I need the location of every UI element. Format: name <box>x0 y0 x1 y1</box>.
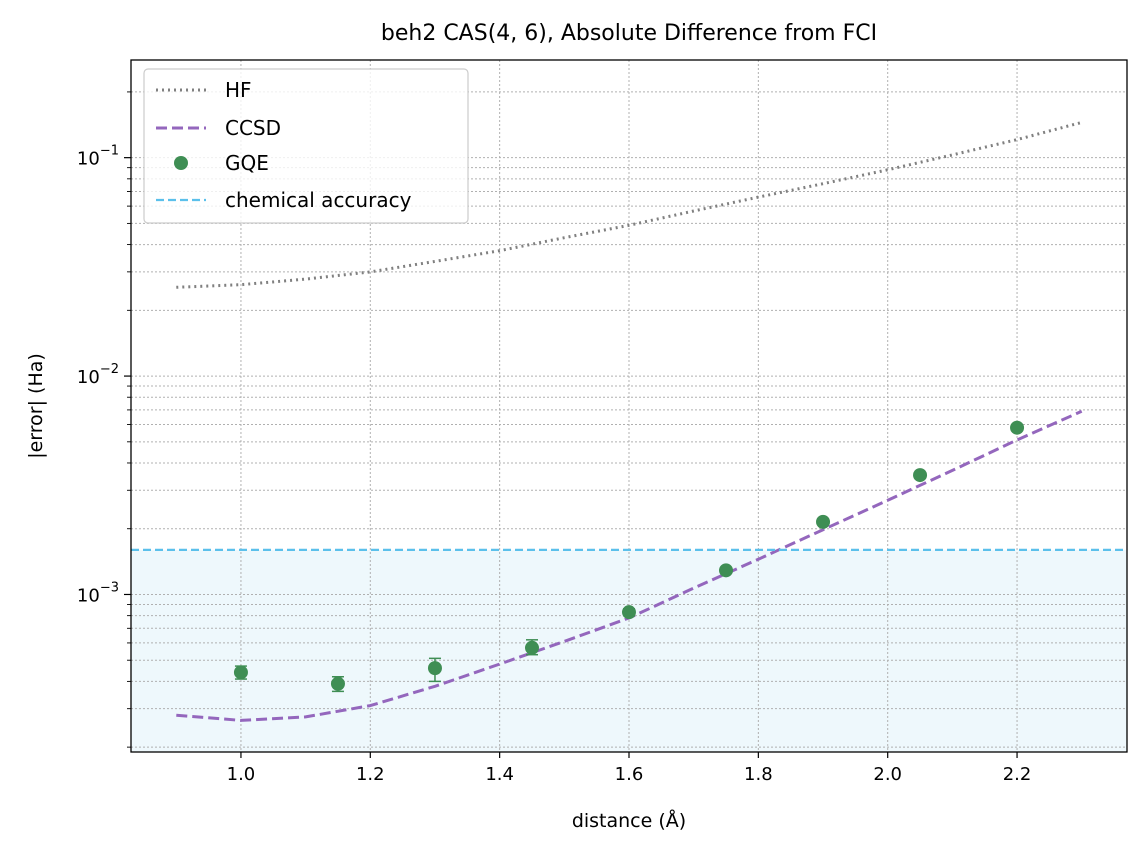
gqe-point <box>622 605 636 620</box>
y-axis: 10−3 10−2 10−1 <box>77 91 131 748</box>
legend: HF CCSD GQE chemical accuracy <box>143 68 469 224</box>
gqe-point <box>816 514 831 529</box>
legend-gqe-marker <box>174 156 188 170</box>
x-tick-label: 1.4 <box>485 764 514 785</box>
x-tick-label: 1.8 <box>744 764 773 785</box>
legend-box <box>143 68 469 224</box>
x-tick-label: 2.0 <box>873 764 902 785</box>
x-axis: 1.0 1.2 1.4 1.6 1.8 2.0 2.2 <box>227 752 1032 785</box>
y-tick-label: 10−1 <box>77 144 119 170</box>
chart-title: beh2 CAS(4, 6), Absolute Difference from… <box>381 21 877 46</box>
x-tick-label: 1.6 <box>615 764 644 785</box>
x-tick-label: 1.2 <box>356 764 385 785</box>
gqe-point <box>1010 420 1025 435</box>
x-tick-label: 2.2 <box>1003 764 1032 785</box>
y-axis-label: |error| (Ha) <box>25 353 47 459</box>
x-tick-label: 1.0 <box>227 764 256 785</box>
legend-ccsd-label: CCSD <box>225 116 281 140</box>
gqe-point <box>427 661 442 676</box>
series-layer <box>131 120 1127 722</box>
y-tick-label: 10−2 <box>77 362 119 388</box>
gqe-point <box>330 676 345 691</box>
legend-gqe-label: GQE <box>225 151 269 175</box>
legend-hf-label: HF <box>225 78 252 102</box>
gqe-point <box>524 640 539 655</box>
hf-line <box>176 120 1083 289</box>
legend-chem-label: chemical accuracy <box>225 188 412 212</box>
y-tick-label: 10−3 <box>77 580 119 606</box>
gqe-point <box>233 665 248 680</box>
x-axis-label: distance (Å) <box>572 809 686 832</box>
gqe-point <box>913 468 928 483</box>
gqe-point <box>719 563 734 578</box>
